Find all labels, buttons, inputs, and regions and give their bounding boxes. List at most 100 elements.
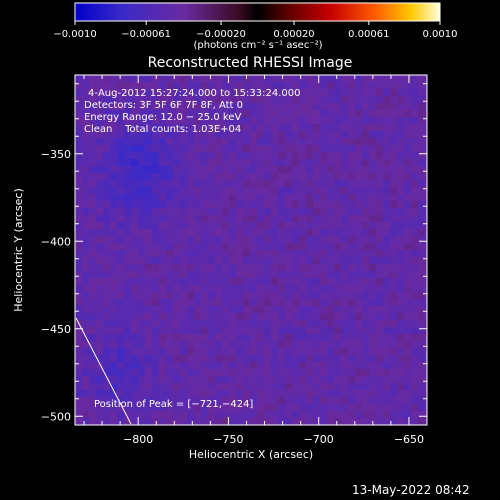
heatmap-cell xyxy=(117,397,124,404)
heatmap-cell xyxy=(145,152,152,159)
heatmap-cell xyxy=(334,320,341,327)
heatmap-cell xyxy=(103,117,110,124)
heatmap-cell xyxy=(75,75,82,82)
heatmap-cell xyxy=(348,355,355,362)
heatmap-cell xyxy=(103,145,110,152)
heatmap-cell xyxy=(229,390,236,397)
heatmap-cell xyxy=(187,201,194,208)
heatmap-cell xyxy=(285,306,292,313)
heatmap-cell xyxy=(285,208,292,215)
heatmap-cell xyxy=(180,229,187,236)
heatmap-cell xyxy=(222,145,229,152)
heatmap-cell xyxy=(208,404,215,411)
heatmap-cell xyxy=(208,173,215,180)
heatmap-cell xyxy=(292,271,299,278)
heatmap-cell xyxy=(124,117,131,124)
heatmap-cell xyxy=(159,348,166,355)
heatmap-cell xyxy=(208,411,215,418)
heatmap-cell xyxy=(278,82,285,89)
heatmap-cell xyxy=(166,131,173,138)
heatmap-cell xyxy=(96,215,103,222)
heatmap-cell xyxy=(152,194,159,201)
heatmap-cell xyxy=(173,180,180,187)
heatmap-cell xyxy=(404,250,411,257)
heatmap-cell xyxy=(418,250,425,257)
heatmap-cell xyxy=(208,215,215,222)
heatmap-cell xyxy=(306,180,313,187)
heatmap-cell xyxy=(173,82,180,89)
heatmap-cell xyxy=(278,166,285,173)
heatmap-cell xyxy=(327,215,334,222)
heatmap-cell xyxy=(236,159,243,166)
heatmap-cell xyxy=(138,411,145,418)
heatmap-cell xyxy=(222,173,229,180)
heatmap-cell xyxy=(152,292,159,299)
heatmap-cell xyxy=(82,208,89,215)
heatmap-cell xyxy=(117,187,124,194)
heatmap-cell xyxy=(222,257,229,264)
heatmap-cell xyxy=(187,243,194,250)
heatmap-cell xyxy=(285,110,292,117)
heatmap-cell xyxy=(124,138,131,145)
heatmap-cell xyxy=(257,250,264,257)
heatmap-cell xyxy=(348,313,355,320)
heatmap-cell xyxy=(271,418,278,425)
heatmap-cell xyxy=(418,313,425,320)
heatmap-cell xyxy=(292,194,299,201)
heatmap-cell xyxy=(306,131,313,138)
heatmap-cell xyxy=(383,110,390,117)
heatmap-cell xyxy=(313,236,320,243)
heatmap-cell xyxy=(103,250,110,257)
heatmap-cell xyxy=(229,82,236,89)
heatmap-cell xyxy=(152,229,159,236)
heatmap-cell xyxy=(341,264,348,271)
heatmap-cell xyxy=(299,362,306,369)
heatmap-cell xyxy=(222,348,229,355)
heatmap-cell xyxy=(362,208,369,215)
heatmap-cell xyxy=(383,411,390,418)
heatmap-cell xyxy=(348,145,355,152)
heatmap-cell xyxy=(131,264,138,271)
heatmap-cell xyxy=(425,257,427,264)
heatmap-cell xyxy=(411,96,418,103)
heatmap-cell xyxy=(418,299,425,306)
heatmap-cell xyxy=(250,383,257,390)
heatmap-cell xyxy=(117,411,124,418)
heatmap-cell xyxy=(362,201,369,208)
heatmap-cell xyxy=(166,411,173,418)
heatmap-cell xyxy=(236,110,243,117)
heatmap-cell xyxy=(306,187,313,194)
heatmap-cell xyxy=(299,320,306,327)
heatmap-cell xyxy=(376,404,383,411)
heatmap-cell xyxy=(229,362,236,369)
heatmap-cell xyxy=(334,362,341,369)
heatmap-cell xyxy=(397,243,404,250)
heatmap-cell xyxy=(75,180,82,187)
heatmap-cell xyxy=(320,229,327,236)
heatmap-cell xyxy=(229,194,236,201)
heatmap-cell xyxy=(369,131,376,138)
heatmap-cell xyxy=(89,229,96,236)
heatmap-cell xyxy=(369,159,376,166)
heatmap-cell xyxy=(404,271,411,278)
heatmap-cell xyxy=(236,320,243,327)
heatmap-cell xyxy=(82,222,89,229)
heatmap-cell xyxy=(138,299,145,306)
heatmap-cell xyxy=(96,285,103,292)
heatmap-cell xyxy=(243,271,250,278)
heatmap-cell xyxy=(299,390,306,397)
heatmap-cell xyxy=(250,348,257,355)
heatmap-cell xyxy=(376,75,383,82)
heatmap-cell xyxy=(362,285,369,292)
heatmap-cell xyxy=(159,327,166,334)
heatmap-cell xyxy=(362,145,369,152)
heatmap-cell xyxy=(355,390,362,397)
heatmap-cell xyxy=(180,89,187,96)
heatmap-cell xyxy=(390,271,397,278)
heatmap-cell xyxy=(236,166,243,173)
heatmap-cell xyxy=(320,334,327,341)
heatmap-cell xyxy=(96,292,103,299)
heatmap-cell xyxy=(376,131,383,138)
heatmap-cell xyxy=(208,327,215,334)
heatmap-cell xyxy=(397,362,404,369)
